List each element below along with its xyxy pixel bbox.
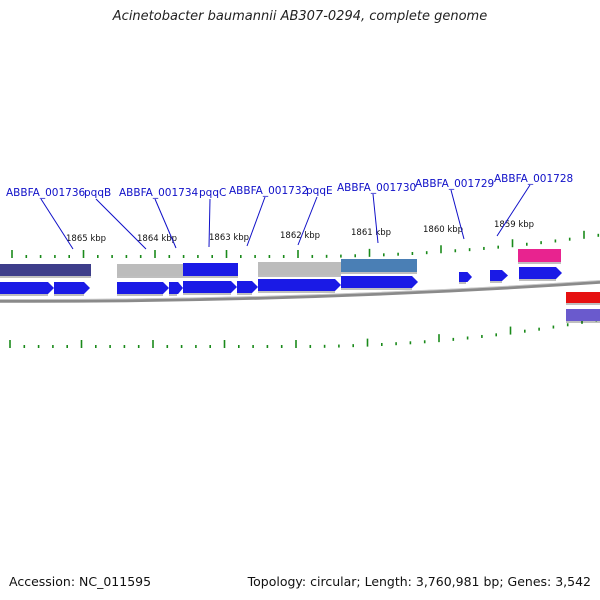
outer-tick-row: [11, 230, 600, 258]
inner-tick-row: [9, 315, 598, 348]
gene-label-abbfa_001730[interactable]: ABBFA_001730: [337, 182, 416, 194]
gene-leader-line: [40, 198, 74, 250]
feature-block: [341, 259, 417, 274]
feature-block: [566, 292, 600, 305]
feature-block: [117, 282, 169, 296]
scale-tick-label: 1860 kbp: [423, 225, 463, 235]
gene-leader-line: [95, 198, 147, 250]
gene-label-abbfa_001734[interactable]: ABBFA_001734: [119, 187, 199, 199]
scale-tick-label: 1861 kbp: [351, 228, 391, 238]
scale-tick-label: 1859 kbp: [494, 220, 534, 230]
accession-text: Accession: NC_011595: [9, 574, 152, 589]
gene-label-pqqc[interactable]: pqqC: [199, 187, 226, 199]
gene-leader-line: [154, 198, 177, 249]
gene-leader-line: [297, 196, 318, 246]
gene-label-abbfa_001736[interactable]: ABBFA_001736: [6, 187, 86, 199]
feature-block: [258, 262, 341, 277]
gene-label-pqqb[interactable]: pqqB: [84, 187, 111, 199]
gene-leader-line: [450, 189, 465, 240]
feature-block: [54, 282, 90, 296]
feature-block: [237, 281, 258, 295]
feature-block: [183, 281, 237, 295]
feature-block: [169, 282, 183, 296]
gene-label-pqqe[interactable]: pqqE: [306, 185, 333, 197]
feature-track: [0, 249, 600, 323]
feature-block: [183, 263, 238, 278]
gene-label-abbfa_001732[interactable]: ABBFA_001732: [229, 185, 308, 197]
genome-backbone-highlight: [0, 280, 600, 301]
scale-tick-label: 1865 kbp: [66, 234, 106, 244]
gene-leader-line: [372, 193, 379, 244]
gene-label-abbfa_001729[interactable]: ABBFA_001729: [415, 178, 494, 190]
scale-tick-label: 1864 kbp: [137, 234, 177, 244]
genome-summary-text: Topology: circular; Length: 3,760,981 bp…: [247, 574, 591, 589]
scale-tick-label: 1862 kbp: [280, 231, 320, 241]
feature-block: [0, 264, 91, 278]
gene-leader-line: [246, 196, 266, 247]
genome-backbone: [0, 280, 600, 303]
feature-block: [459, 272, 472, 284]
gene-leader-line: [496, 184, 531, 237]
feature-block: [566, 309, 600, 323]
scale-tick-label: 1863 kbp: [209, 233, 249, 243]
scale-labels: 1865 kbp 1864 kbp 1863 kbp 1862 kbp 1861 kbp…: [66, 220, 534, 244]
feature-block: [0, 282, 54, 296]
map-title: Acinetobacter baumannii AB307-0294, comp…: [112, 9, 488, 24]
feature-block: [518, 249, 561, 264]
feature-block: [490, 270, 508, 283]
feature-block: [117, 264, 183, 278]
gene-leader-line: [208, 198, 211, 248]
feature-block: [258, 279, 341, 293]
feature-block: [519, 267, 562, 281]
gene-label-abbfa_001728[interactable]: ABBFA_001728: [494, 173, 573, 185]
feature-block: [341, 276, 418, 290]
